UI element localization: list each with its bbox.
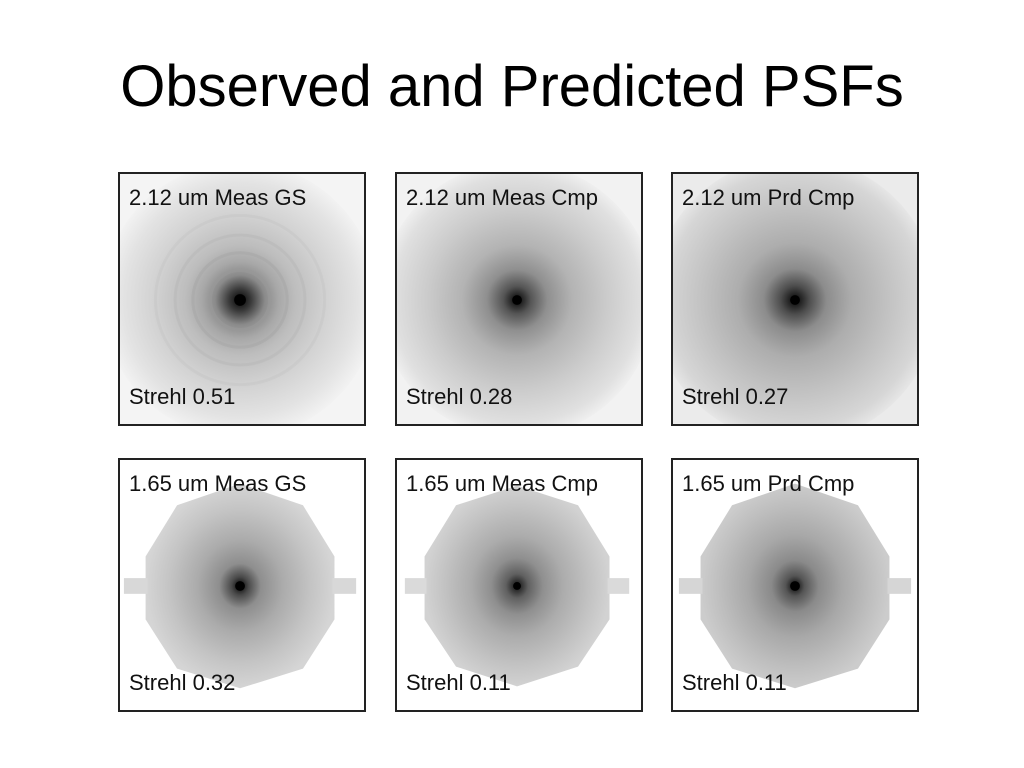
strehl-value: Strehl 0.51	[129, 384, 236, 409]
psf-image	[673, 460, 917, 710]
panel-label: 1.65 um Meas GS	[129, 471, 307, 496]
psf-panel-2-12-meas-cmp: 2.12 um Meas Cmp Strehl 0.28	[395, 172, 643, 426]
strehl-value: Strehl 0.32	[129, 670, 236, 695]
strehl-value: Strehl 0.11	[682, 670, 787, 695]
panel-label: 2.12 um Meas GS	[129, 185, 307, 210]
panel-label: 1.65 um Meas Cmp	[406, 471, 598, 496]
panel-label: 1.65 um Prd Cmp	[682, 471, 855, 496]
psf-panel-1-65-prd-cmp: 1.65 um Prd Cmp Strehl 0.11	[671, 458, 919, 712]
slide-title: Observed and Predicted PSFs	[120, 54, 904, 119]
psf-image	[397, 174, 641, 424]
psf-image	[397, 460, 641, 710]
psf-panel-2-12-prd-cmp: 2.12 um Prd Cmp Strehl 0.27	[671, 172, 919, 426]
strehl-value: Strehl 0.27	[682, 384, 789, 409]
psf-image	[673, 174, 917, 424]
psf-panel-2-12-meas-gs: 2.12 um Meas GS Strehl 0.51	[118, 172, 366, 426]
psf-panel-1-65-meas-gs: 1.65 um Meas GS Strehl 0.32	[118, 458, 366, 712]
panel-label: 2.12 um Prd Cmp	[682, 185, 855, 210]
strehl-value: Strehl 0.28	[406, 384, 513, 409]
strehl-value: Strehl 0.11	[406, 670, 511, 695]
panel-label: 2.12 um Meas Cmp	[406, 185, 598, 210]
psf-image	[120, 174, 364, 424]
psf-image	[120, 460, 364, 710]
psf-panel-1-65-meas-cmp: 1.65 um Meas Cmp Strehl 0.11	[395, 458, 643, 712]
